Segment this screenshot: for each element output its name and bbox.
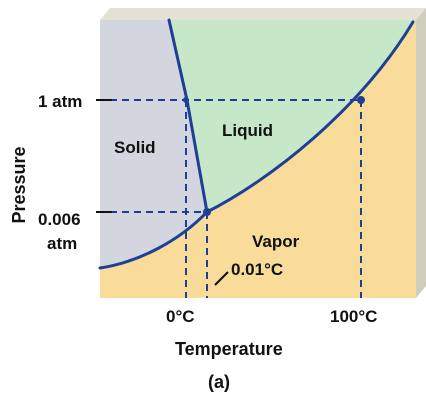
liquid-region: [169, 20, 416, 212]
one-atm-label: 1 atm: [38, 92, 82, 111]
hundred-c-label: 100°C: [330, 307, 377, 326]
x-axis-title: Temperature: [175, 339, 283, 359]
solid-region: [100, 20, 207, 268]
triple-point-pressure-unit: atm: [47, 234, 77, 253]
sublimation-curve: [98, 210, 209, 270]
triple-point-marker: [203, 208, 211, 216]
box-top-face: [100, 8, 426, 20]
y-axis-title: Pressure: [9, 146, 29, 223]
vapor-label: Vapor: [252, 232, 300, 251]
melting-point-marker: [183, 97, 189, 103]
triple-point-pointer: [214, 271, 229, 286]
panel-label: (a): [208, 372, 230, 392]
liquid-label: Liquid: [222, 121, 273, 140]
axis-ticks: [96, 99, 112, 213]
solid-label: Solid: [114, 138, 156, 157]
triple-point-pressure-value: 0.006: [38, 210, 81, 229]
reference-lines: [110, 99, 362, 298]
box-side-face: [416, 8, 426, 298]
vaporization-curve: [205, 20, 415, 214]
triple-point-temperature-label: 0.01°C: [231, 260, 283, 279]
boiling-point-marker: [357, 96, 365, 104]
zero-c-label: 0°C: [166, 307, 195, 326]
